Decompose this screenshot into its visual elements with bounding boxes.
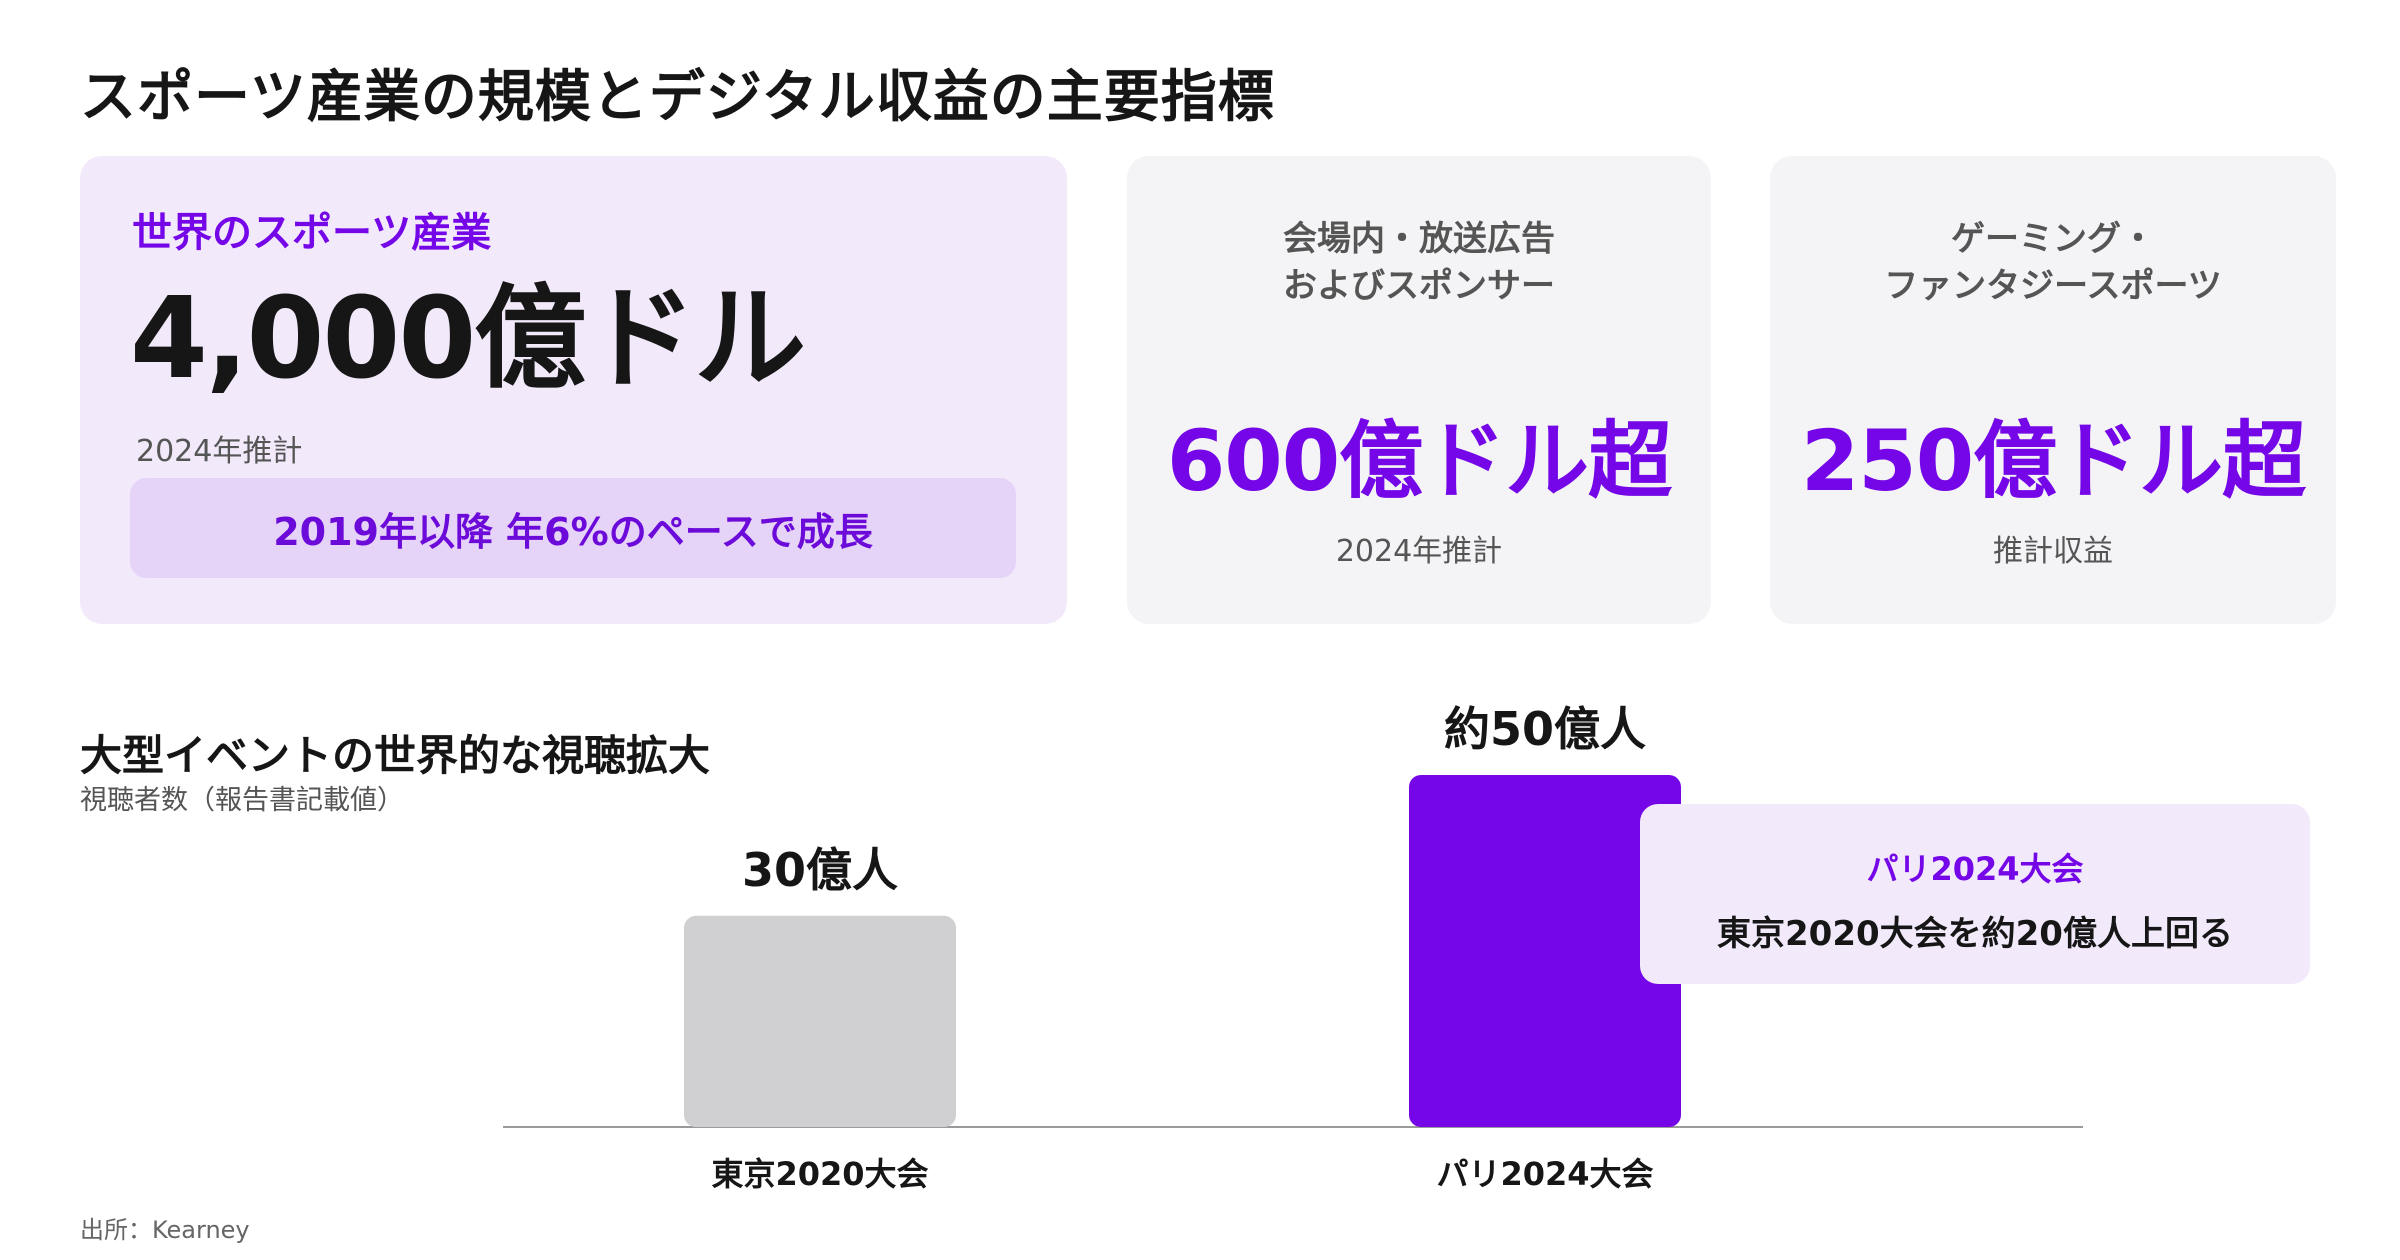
callout-text: 東京2020大会を約20億人上回る: [1717, 914, 2233, 954]
bar-1: [684, 915, 956, 1127]
x-tick-label: 東京2020大会: [711, 1155, 928, 1193]
kpi-note: 推計収益: [1993, 534, 2113, 569]
kpi-value: 4,000億ドル: [130, 274, 806, 404]
kpi-label: ゲーミング・ ファンタジースポーツ: [1770, 216, 2336, 310]
kpi-card-global-industry: 世界のスポーツ産業 4,000億ドル 2024年推計 2019年以降 年6%のペ…: [80, 156, 1067, 624]
page-title: スポーツ産業の規模とデジタル収益の主要指標: [80, 65, 1275, 130]
kpi-label-line: 会場内・放送広告: [1283, 219, 1555, 259]
bar-2: [1409, 775, 1681, 1127]
kpi-label-line: およびスポンサー: [1283, 265, 1555, 306]
callout-title: パリ2024大会: [1866, 850, 2084, 888]
kpi-card-venue-broadcast: 会場内・放送広告 およびスポンサー 600億ドル超 2024年推計: [1127, 156, 1711, 624]
kpi-value: 600億ドル超: [1166, 412, 1672, 510]
source-note: 出所：Kearney: [80, 1216, 250, 1244]
kpi-note: 2024年推計: [1335, 534, 1503, 569]
kpi-value: 250億ドル超: [1800, 412, 2306, 510]
data-label: 約50億人: [1444, 702, 1646, 756]
kpi-label-line: ファンタジースポーツ: [1884, 265, 2222, 306]
x-tick-label: パリ2024大会: [1436, 1155, 1653, 1193]
kpi-label: 世界のスポーツ産業: [132, 210, 492, 256]
chart-callout: パリ2024大会 東京2020大会を約20億人上回る: [1640, 804, 2310, 984]
kpi-card-gaming-fantasy: ゲーミング・ ファンタジースポーツ 250億ドル超 推計収益: [1770, 156, 2336, 624]
growth-highlight: 2019年以降 年6%のペースで成長: [130, 478, 1016, 578]
chart-subtitle: 視聴者数（報告書記載値）: [80, 785, 404, 816]
data-label: 30億人: [742, 843, 898, 897]
kpi-label: 会場内・放送広告 およびスポンサー: [1127, 216, 1711, 310]
chart-title: 大型イベントの世界的な視聴拡大: [80, 731, 711, 780]
kpi-note: 2024年推計: [136, 434, 303, 469]
kpi-label-line: ゲーミング・: [1951, 219, 2155, 259]
growth-highlight-text: 2019年以降 年6%のペースで成長: [273, 509, 873, 554]
